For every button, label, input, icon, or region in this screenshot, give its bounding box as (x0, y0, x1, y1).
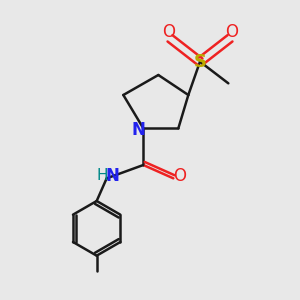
Text: O: O (162, 23, 175, 41)
Text: N: N (106, 167, 120, 185)
Text: O: O (173, 167, 186, 185)
Text: S: S (194, 53, 206, 71)
Text: H: H (97, 168, 108, 183)
Text: O: O (225, 23, 238, 41)
Text: N: N (131, 121, 145, 139)
